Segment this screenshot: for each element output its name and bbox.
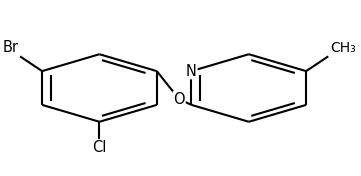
- Text: N: N: [186, 64, 197, 79]
- Text: Cl: Cl: [92, 140, 106, 155]
- Text: O: O: [173, 92, 185, 107]
- Text: Br: Br: [3, 40, 18, 55]
- Text: CH₃: CH₃: [330, 41, 356, 55]
